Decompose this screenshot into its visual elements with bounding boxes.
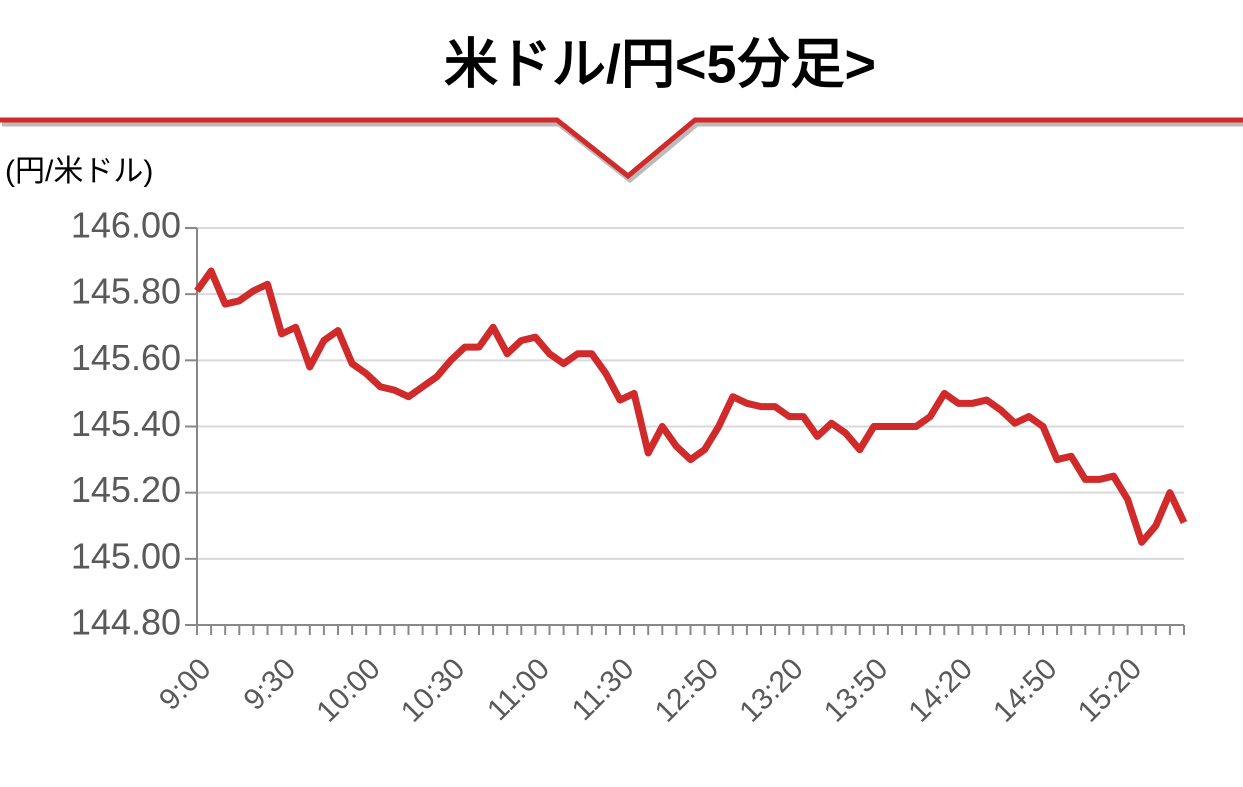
x-tick-label: 13:20 xyxy=(733,652,809,728)
x-tick-label: 14:20 xyxy=(903,652,979,728)
y-tick-label: 146.00 xyxy=(71,205,181,246)
x-tick-label: 9:00 xyxy=(153,652,218,717)
y-tick-label: 145.20 xyxy=(71,469,181,510)
x-tick-label: 15:20 xyxy=(1072,652,1148,728)
x-tick-label: 10:30 xyxy=(395,652,471,728)
price-line xyxy=(194,267,1188,546)
y-tick-label: 144.80 xyxy=(71,602,181,643)
x-tick-label: 11:00 xyxy=(481,652,556,727)
y-axis-label: (円/米ドル) xyxy=(5,155,153,188)
x-tick-label: 9:30 xyxy=(238,652,303,717)
chart-title: 米ドル/円<5分足> xyxy=(444,34,876,94)
banner-line xyxy=(0,117,1243,180)
y-tick-label: 145.00 xyxy=(71,535,181,576)
y-tick-label: 145.60 xyxy=(71,337,181,378)
x-tick-label: 13:50 xyxy=(818,652,894,728)
y-tick-label: 145.80 xyxy=(71,271,181,312)
x-tick-label: 10:00 xyxy=(310,652,386,728)
x-tick-label: 12:50 xyxy=(649,652,725,728)
banner-shadow xyxy=(2,121,1243,184)
x-tick-label: 14:50 xyxy=(987,652,1063,728)
x-tick-label: 11:30 xyxy=(566,652,641,727)
y-tick-label: 145.40 xyxy=(71,403,181,444)
